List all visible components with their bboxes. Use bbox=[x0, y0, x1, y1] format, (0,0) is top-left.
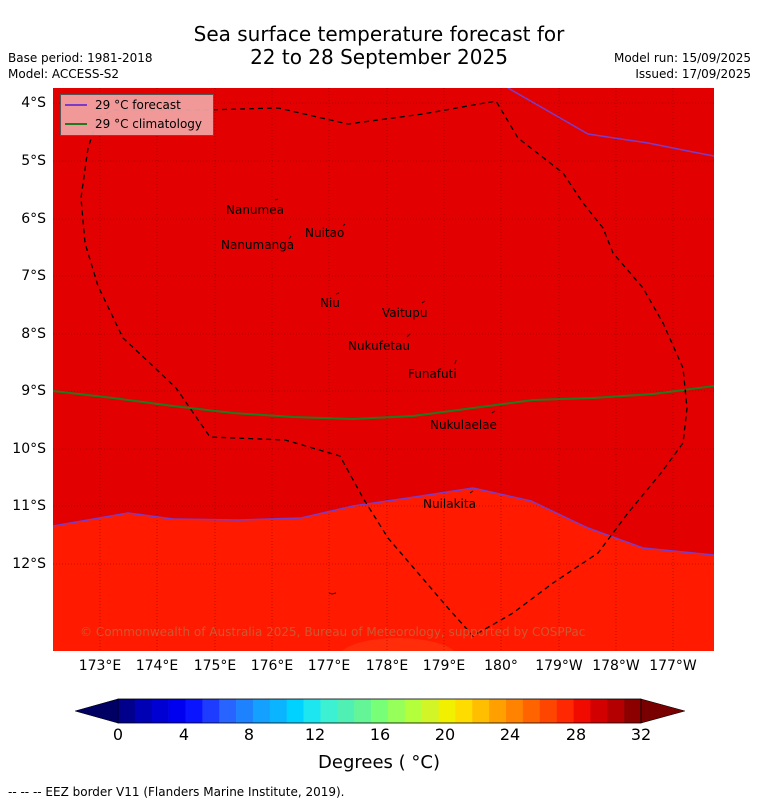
map-legend: 29 °C forecast 29 °C climatology bbox=[60, 94, 214, 136]
forecast-29c-line-north bbox=[507, 88, 714, 157]
island-label-nuitao: Nuitao bbox=[305, 226, 345, 240]
colorbar-segment bbox=[185, 699, 203, 723]
colorbar-segment bbox=[489, 699, 507, 723]
colorbar-segment bbox=[168, 699, 186, 723]
lon-tick: 176°E bbox=[250, 658, 294, 674]
eez-footnote: -- -- -- EEZ border V11 (Flanders Marine… bbox=[8, 785, 345, 799]
colorbar-tick: 16 bbox=[369, 725, 391, 744]
colorbar-segment bbox=[354, 699, 372, 723]
colorbar-segment bbox=[118, 699, 136, 723]
lon-tick: 174°E bbox=[135, 658, 179, 674]
colorbar-over-arrow bbox=[640, 698, 685, 724]
colorbar-frame bbox=[117, 698, 642, 724]
issued-text: Issued: 17/09/2025 bbox=[635, 67, 751, 81]
lat-tick: 8°S bbox=[21, 326, 46, 342]
colorbar-segment bbox=[556, 699, 574, 723]
lat-tick: 6°S bbox=[21, 211, 46, 227]
colorbar-tick: 0 bbox=[112, 725, 124, 744]
colorbar-under-arrow bbox=[75, 698, 119, 724]
island-label-niu: Niu bbox=[320, 296, 340, 310]
lon-tick: 178°E bbox=[365, 658, 409, 674]
lat-tick: 11°S bbox=[12, 498, 46, 514]
island-label-nukulaelae: Nukulaelae bbox=[430, 418, 497, 432]
legend-forecast-label: 29 °C forecast bbox=[95, 98, 181, 112]
colorbar-tick: 24 bbox=[499, 725, 521, 744]
island-label-nanumanga: Nanumanga bbox=[221, 238, 295, 252]
lon-tick: 178°W bbox=[592, 658, 640, 674]
colorbar-tick: 8 bbox=[243, 725, 255, 744]
colorbar-tick: 32 bbox=[630, 725, 652, 744]
colorbar-segment bbox=[219, 699, 237, 723]
colorbar-segment bbox=[506, 699, 524, 723]
sst-warm-patch bbox=[341, 638, 455, 651]
base-period-text: Base period: 1981-2018 bbox=[8, 51, 153, 65]
climatology-line-swatch bbox=[65, 123, 87, 125]
colorbar-segment bbox=[134, 699, 153, 723]
island-label-nuilakita: Nuilakita bbox=[423, 497, 476, 511]
legend-climatology-label: 29 °C climatology bbox=[95, 117, 203, 131]
colorbar-segment bbox=[252, 699, 271, 723]
lon-tick: 177°E bbox=[307, 658, 351, 674]
colorbar-segment bbox=[320, 699, 338, 723]
map-title-line2: 22 to 28 September 2025 bbox=[250, 45, 508, 69]
colorbar-segment bbox=[236, 699, 254, 723]
lon-tick: 173°E bbox=[78, 658, 122, 674]
colorbar-segment bbox=[371, 699, 389, 723]
lon-tick: 175°E bbox=[193, 658, 237, 674]
map-title-line1: Sea surface temperature forecast for bbox=[193, 22, 565, 46]
lon-tick: 179°W bbox=[535, 658, 583, 674]
climatology-29c-line bbox=[53, 385, 714, 421]
legend-item-forecast: 29 °C forecast bbox=[65, 96, 181, 114]
colorbar-segment bbox=[573, 699, 591, 723]
island-label-funafuti: Funafuti bbox=[408, 367, 457, 381]
colorbar bbox=[75, 698, 685, 724]
model-text: Model: ACCESS-S2 bbox=[8, 67, 120, 81]
colorbar-label: Degrees ( °C) bbox=[318, 752, 440, 773]
lon-tick: 177°W bbox=[649, 658, 697, 674]
lon-tick: 180° bbox=[484, 658, 518, 674]
colorbar-segment bbox=[387, 699, 406, 723]
colorbar-segment bbox=[286, 699, 304, 723]
colorbar-segment bbox=[151, 699, 169, 723]
colorbar-tick: 4 bbox=[178, 725, 190, 744]
forecast-line-swatch bbox=[65, 104, 87, 106]
lat-tick: 12°S bbox=[12, 556, 46, 572]
island-label-nukufetau: Nukufetau bbox=[348, 339, 411, 353]
colorbar-segment bbox=[404, 699, 422, 723]
colorbar-tick: 28 bbox=[565, 725, 587, 744]
sst-29-31-region-upper bbox=[53, 88, 714, 156]
colorbar-segment bbox=[202, 699, 220, 723]
island-markers bbox=[274, 198, 496, 595]
colorbar-segment bbox=[624, 699, 642, 723]
lat-tick: 5°S bbox=[21, 153, 46, 169]
island-label-nanumea: Nanumea bbox=[226, 203, 284, 217]
island-label-vaitupu: Vaitupu bbox=[382, 306, 428, 320]
lat-tick: 10°S bbox=[12, 441, 46, 457]
colorbar-segment bbox=[607, 699, 625, 723]
colorbar-tick: 20 bbox=[434, 725, 456, 744]
colorbar-segment bbox=[438, 699, 456, 723]
colorbar-segment bbox=[269, 699, 288, 723]
eez-border bbox=[80, 100, 688, 637]
lon-tick: 179°E bbox=[422, 658, 466, 674]
colorbar-segment bbox=[472, 699, 490, 723]
colorbar-segment bbox=[539, 699, 557, 723]
legend-item-climatology: 29 °C climatology bbox=[65, 115, 202, 133]
colorbar-segment bbox=[303, 699, 321, 723]
colorbar-segment bbox=[522, 699, 541, 723]
colorbar-segment bbox=[590, 699, 608, 723]
copyright-text: © Commonwealth of Australia 2025, Bureau… bbox=[80, 625, 586, 639]
lat-tick: 7°S bbox=[21, 268, 46, 284]
colorbar-segment bbox=[421, 699, 439, 723]
lat-tick: 9°S bbox=[21, 383, 46, 399]
colorbar-tick: 12 bbox=[304, 725, 326, 744]
forecast-29c-line-south bbox=[53, 487, 714, 556]
colorbar-segment bbox=[455, 699, 473, 723]
sst-map bbox=[53, 88, 714, 651]
model-run-text: Model run: 15/09/2025 bbox=[613, 51, 751, 65]
colorbar-segment bbox=[337, 699, 355, 723]
graticule bbox=[53, 88, 714, 651]
lat-tick: 4°S bbox=[21, 95, 46, 111]
sst-29-31-region bbox=[53, 88, 714, 555]
